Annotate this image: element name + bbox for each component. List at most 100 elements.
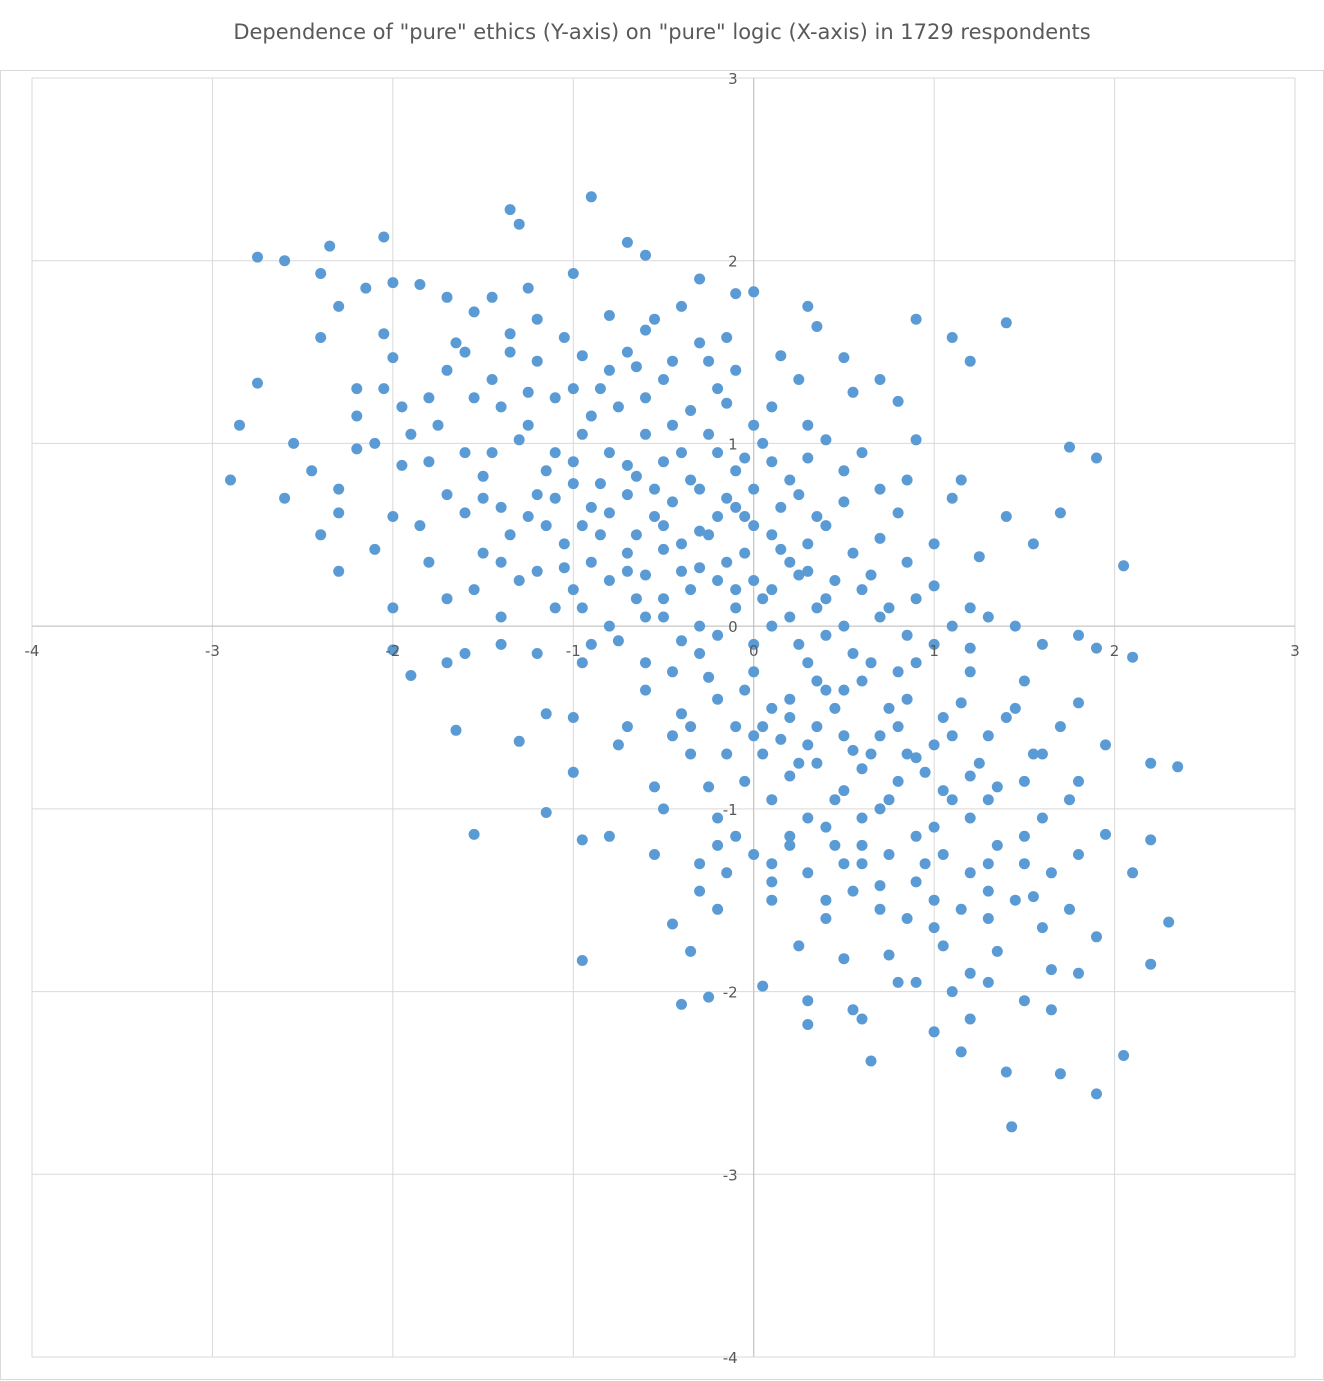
data-point <box>315 332 327 343</box>
data-point <box>351 383 363 395</box>
data-point <box>324 240 336 252</box>
data-point <box>459 648 471 659</box>
data-point <box>874 730 886 742</box>
data-point <box>730 465 742 477</box>
data-point <box>829 794 841 806</box>
data-point <box>838 953 850 965</box>
data-point <box>766 620 778 632</box>
data-point <box>892 507 904 519</box>
data-point <box>730 584 742 596</box>
data-point <box>1127 651 1139 663</box>
data-point <box>757 721 769 733</box>
data-point <box>333 300 345 312</box>
data-point <box>766 456 778 468</box>
data-point <box>1036 922 1048 934</box>
data-point <box>640 249 651 261</box>
x-tick-label: 3 <box>1290 642 1300 660</box>
data-point <box>495 611 507 623</box>
data-point <box>658 456 669 468</box>
data-point <box>378 328 390 340</box>
y-tick-label: -2 <box>723 984 738 1002</box>
data-point <box>594 529 606 541</box>
data-point <box>865 748 877 760</box>
data-point <box>694 337 706 349</box>
data-point <box>856 858 868 870</box>
data-point <box>603 830 615 842</box>
data-point <box>1018 830 1030 842</box>
data-points <box>225 191 1184 1133</box>
data-point <box>847 1004 859 1016</box>
data-point <box>703 355 715 367</box>
data-point <box>991 781 1003 793</box>
data-point <box>991 839 1003 851</box>
data-point <box>630 529 642 541</box>
data-point <box>901 748 913 760</box>
x-tick-label: 2 <box>1110 642 1120 660</box>
data-point <box>531 648 543 659</box>
data-point <box>333 507 345 519</box>
data-point <box>883 849 895 860</box>
data-point <box>603 364 615 376</box>
data-point <box>513 434 525 446</box>
data-point <box>1045 867 1057 879</box>
data-point <box>333 565 345 577</box>
data-point <box>685 584 697 596</box>
data-point <box>441 657 453 669</box>
data-point <box>1127 867 1139 879</box>
data-point <box>1027 538 1039 550</box>
data-point <box>1091 452 1102 464</box>
data-point <box>712 511 724 522</box>
data-point <box>901 629 913 641</box>
data-point <box>874 903 886 915</box>
data-point <box>1145 834 1157 846</box>
data-point <box>369 437 381 449</box>
tick-labels: -4 -3 -2 -1 0 1 2 3 3 2 1 0 -1 -2 -3 -4 <box>25 70 1300 1367</box>
data-point <box>685 721 697 733</box>
data-point <box>802 739 814 751</box>
data-point <box>856 839 868 851</box>
data-point <box>928 739 940 751</box>
data-point <box>540 807 552 818</box>
data-point <box>739 452 751 464</box>
data-point <box>946 794 958 806</box>
data-point <box>450 337 462 349</box>
data-point <box>531 565 543 577</box>
data-point <box>766 894 778 906</box>
data-point <box>306 465 318 477</box>
data-point <box>748 849 760 860</box>
data-point <box>522 282 534 294</box>
data-point <box>883 794 895 806</box>
data-point <box>603 507 615 519</box>
data-point <box>640 657 651 669</box>
data-point <box>468 392 480 404</box>
data-point <box>486 374 498 385</box>
data-point <box>387 644 399 656</box>
data-point <box>531 313 543 325</box>
data-point <box>603 620 615 632</box>
data-point <box>360 282 372 294</box>
data-point <box>378 383 390 395</box>
data-point <box>892 976 904 988</box>
data-point <box>811 602 823 614</box>
data-point <box>649 511 660 522</box>
data-point <box>874 611 886 623</box>
data-point <box>721 397 733 409</box>
data-point <box>892 395 904 407</box>
data-point <box>396 401 408 413</box>
data-point <box>423 392 435 404</box>
data-point <box>856 584 868 596</box>
data-point <box>928 580 940 592</box>
data-point <box>585 556 597 568</box>
data-point <box>234 419 245 431</box>
data-point <box>522 511 534 522</box>
data-point <box>513 575 525 586</box>
data-point <box>1091 931 1102 943</box>
data-point <box>739 547 751 559</box>
data-point <box>748 638 760 650</box>
data-point <box>387 352 399 364</box>
data-point <box>603 310 615 321</box>
data-point <box>540 465 552 477</box>
data-point <box>703 781 715 793</box>
data-point <box>1027 891 1039 903</box>
data-point <box>1073 697 1084 709</box>
